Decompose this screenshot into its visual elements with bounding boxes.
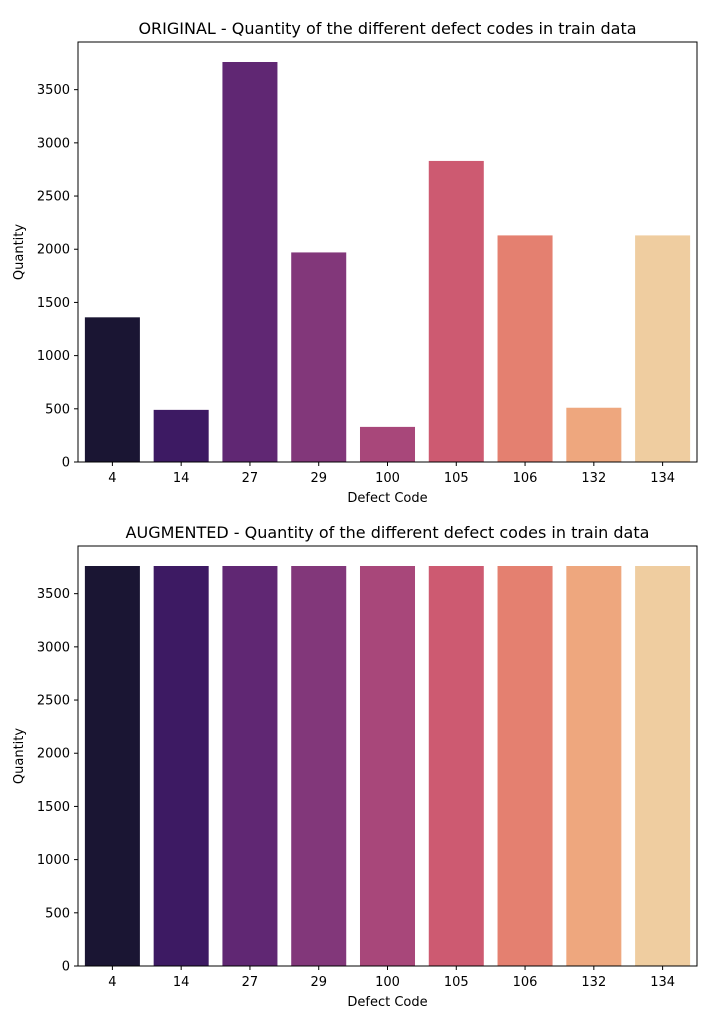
bar-134 (635, 235, 691, 462)
bar-105 (428, 160, 484, 462)
y-tick-label: 0 (62, 456, 70, 471)
plot-area (84, 62, 691, 462)
x-tick-label: 14 (173, 471, 190, 486)
x-tick-label: 27 (242, 471, 259, 486)
bar-100 (359, 566, 416, 966)
bar-106 (497, 235, 553, 462)
x-tick-label: 14 (173, 975, 190, 990)
y-tick-label: 3500 (37, 587, 70, 602)
y-tick-label: 1000 (37, 853, 70, 868)
y-tick-label: 1500 (37, 800, 70, 815)
chart-title: ORIGINAL - Quantity of the different def… (138, 19, 636, 38)
x-tick-label: 132 (581, 471, 606, 486)
plot-frame (77, 545, 698, 967)
y-tick-label: 3500 (37, 83, 70, 98)
y-tick-label: 2500 (37, 694, 70, 709)
plot-area (84, 566, 691, 966)
bar-29 (291, 566, 347, 966)
y-tick-label: 3000 (37, 640, 70, 655)
y-tick-label: 3000 (37, 136, 70, 151)
x-axis-label: Defect Code (347, 491, 427, 506)
bar-134 (635, 566, 691, 966)
x-tick-label: 134 (650, 471, 675, 486)
chart-augmented: AUGMENTED - Quantity of the different de… (12, 523, 698, 1010)
x-axis-label: Defect Code (347, 995, 427, 1010)
bar-105 (428, 566, 484, 966)
bar-4 (84, 566, 140, 966)
x-tick-label: 27 (242, 975, 259, 990)
bar-132 (566, 407, 622, 462)
bar-27 (222, 62, 278, 462)
y-tick-label: 2500 (37, 190, 70, 205)
x-tick-label: 100 (375, 975, 400, 990)
y-tick-label: 1500 (37, 296, 70, 311)
bar-132 (566, 566, 622, 966)
x-tick-label: 105 (444, 975, 469, 990)
y-tick-label: 500 (45, 402, 70, 417)
y-tick-label: 0 (62, 960, 70, 975)
x-tick-label: 100 (375, 471, 400, 486)
x-tick-label: 29 (310, 975, 327, 990)
x-tick-label: 106 (513, 975, 538, 990)
x-tick-label: 106 (513, 471, 538, 486)
y-axis-label: Quantity (12, 728, 27, 784)
y-tick-label: 1000 (37, 349, 70, 364)
x-tick-label: 105 (444, 471, 469, 486)
chart-title: AUGMENTED - Quantity of the different de… (126, 523, 650, 542)
chart-original: ORIGINAL - Quantity of the different def… (12, 19, 698, 506)
x-tick-label: 4 (108, 471, 116, 486)
bar-4 (84, 317, 140, 462)
y-tick-label: 500 (45, 906, 70, 921)
x-tick-label: 134 (650, 975, 675, 990)
bar-14 (153, 566, 209, 966)
bar-106 (497, 566, 553, 966)
bar-14 (153, 409, 209, 462)
bar-100 (359, 426, 416, 462)
x-tick-label: 29 (310, 471, 327, 486)
plot-frame (77, 41, 698, 463)
x-tick-label: 132 (581, 975, 606, 990)
y-axis-label: Quantity (12, 224, 27, 280)
y-tick-label: 2000 (37, 243, 70, 258)
bar-29 (291, 252, 347, 462)
x-tick-label: 4 (108, 975, 116, 990)
bar-27 (222, 566, 278, 966)
y-tick-label: 2000 (37, 747, 70, 762)
